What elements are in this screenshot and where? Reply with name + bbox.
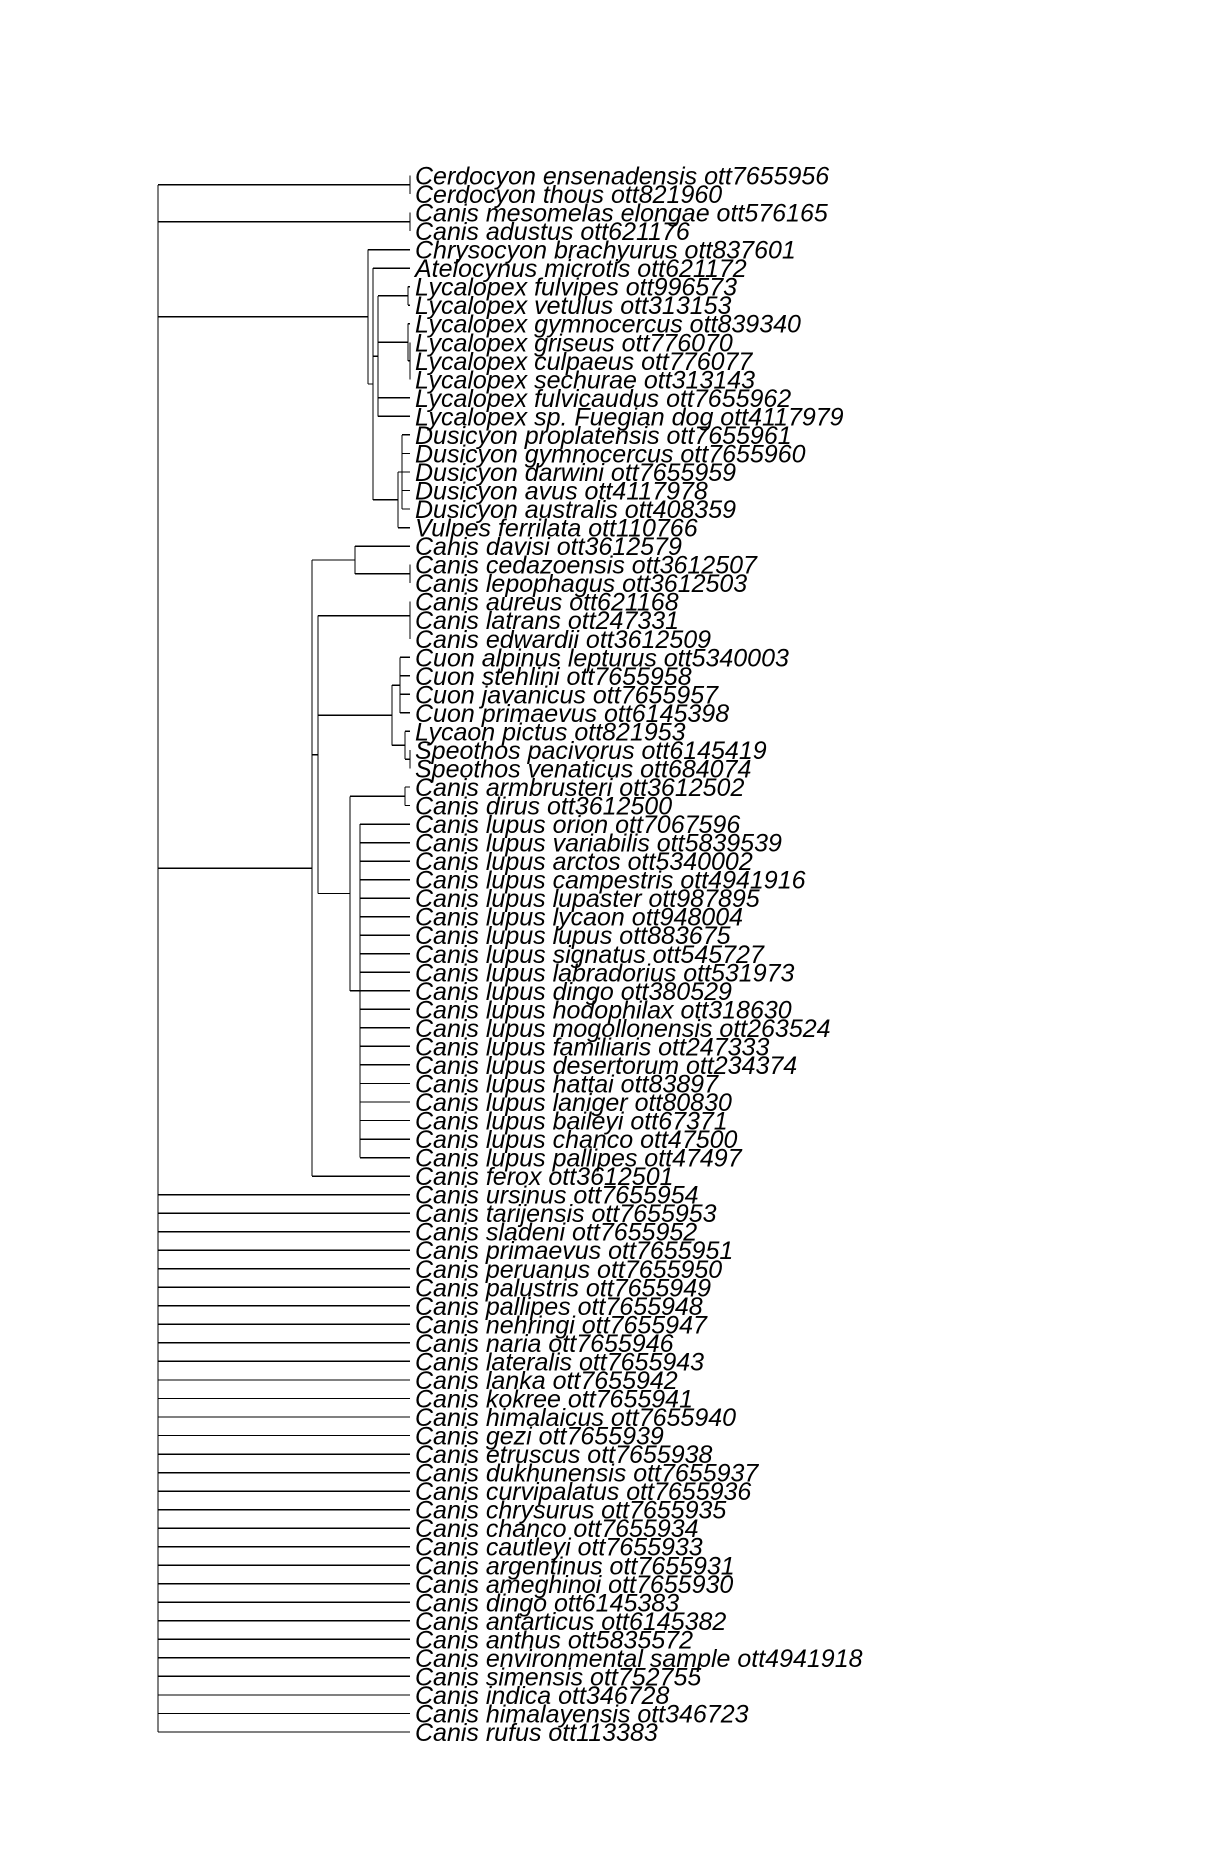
tip-label: Canis chanco ott7655934	[415, 1515, 699, 1543]
tip-label: Canis rufus ott113383	[415, 1719, 658, 1747]
tip-label: Canis edwardii ott3612509	[415, 626, 711, 654]
tip-label: Canis ferox ott3612501	[415, 1163, 674, 1191]
tip-label: Canis lupus pallipes ott47497	[415, 1145, 743, 1173]
tip-label: Canis lupus desertorum ott234374	[415, 1052, 797, 1080]
tip-label: Lycalopex vetulus ott313153	[415, 292, 732, 320]
tip-label: Canis naria ott7655946	[415, 1330, 674, 1358]
tip-label: Canis antarticus ott6145382	[415, 1608, 726, 1636]
tip-label: Canis lupus chanco ott47500	[415, 1126, 738, 1154]
tip-label: Canis peruanus ott7655950	[415, 1256, 722, 1284]
tip-label: Canis lanka ott7655942	[415, 1367, 678, 1395]
tip-label: Dusicyon gymnocercus ott7655960	[415, 440, 806, 468]
tip-label: Canis mesomelas elongae ott576165	[415, 200, 828, 228]
tip-label: Lycalopex griseus ott776070	[415, 329, 733, 357]
tip-label: Dusicyon avus ott4117978	[415, 478, 708, 506]
tip-label: Canis pallipes ott7655948	[415, 1293, 703, 1321]
tip-label: Canis lupus arctos ott5340002	[415, 848, 753, 876]
tip-label: Canis chrysurus ott7655935	[415, 1497, 726, 1525]
tip-label: Canis lupus familiaris ott247333	[415, 1033, 769, 1061]
tip-label: Canis lupus mogollonensis ott263524	[415, 1015, 831, 1043]
tip-label: Speothos venaticus ott684074	[415, 755, 751, 783]
tip-label: Canis lupus dingo ott380529	[415, 978, 732, 1006]
tip-label: Canis cedazoensis ott3612507	[415, 552, 758, 580]
tip-label: Canis lupus hattai ott83897	[415, 1070, 719, 1098]
tip-label: Cerdocyon thous ott821960	[415, 181, 722, 209]
tip-label: Lycalopex sp. Fuegian dog ott4117979	[415, 403, 844, 431]
tip-label: Canis lupus signatus ott545727	[415, 941, 765, 969]
tip-label: Lycalopex fulvipes ott996573	[415, 274, 737, 302]
tip-label: Canis indica ott346728	[415, 1682, 669, 1710]
tip-label: Canis lupus orion ott7067596	[415, 811, 740, 839]
tip-label: Canis lateralis ott7655943	[415, 1348, 704, 1376]
tip-label: Canis lupus campestris ott4941916	[415, 867, 806, 895]
tip-label: Canis lupus lycaon ott948004	[415, 904, 743, 932]
tip-label: Vulpes ferrilata ott110766	[415, 515, 698, 543]
tip-label: Cuon javanicus ott7655957	[415, 681, 719, 709]
tip-label: Canis etruscus ott7655938	[415, 1441, 713, 1469]
tip-label: Dusicyon proplatensis ott7655961	[415, 422, 792, 450]
tip-labels: Cerdocyon ensenadensis ott7655956Cerdocy…	[413, 163, 863, 1748]
tip-label: Canis environmental sample ott4941918	[415, 1645, 863, 1673]
tip-label: Canis lupus labradorius ott531973	[415, 959, 795, 987]
tip-label: Canis armbrusteri ott3612502	[415, 774, 744, 802]
tip-label: Canis dirus ott3612500	[415, 793, 672, 821]
tip-label: Canis dukhunensis ott7655937	[415, 1460, 759, 1488]
tip-label: Canis himalayensis ott346723	[415, 1700, 749, 1728]
tip-label: Canis adustus ott621176	[415, 218, 690, 246]
tip-label: Canis curvipalatus ott7655936	[415, 1478, 751, 1506]
tip-label: Canis ameghinoi ott7655930	[415, 1571, 733, 1599]
tip-label: Canis lupus lupaster ott987895	[415, 885, 760, 913]
tip-label: Canis aureus ott621168	[415, 589, 679, 617]
tip-label: Lycaon pictus ott821953	[415, 718, 686, 746]
tip-label: Canis nehringi ott7655947	[415, 1311, 708, 1339]
tip-label: Canis gezi ott7655939	[415, 1423, 664, 1451]
tip-label: Canis simensis ott752755	[415, 1663, 701, 1691]
tip-label: Lycalopex gymnocercus ott839340	[415, 311, 801, 339]
tip-label: Canis cautleyi ott7655933	[415, 1534, 703, 1562]
tip-label: Dusicyon australis ott408359	[415, 496, 736, 524]
tip-label: Canis lupus hodophilax ott318630	[415, 996, 792, 1024]
tip-label: Cuon alpinus lepturus ott5340003	[415, 644, 789, 672]
tip-label: Canis lupus lupus ott883675	[415, 922, 731, 950]
tip-label: Canis lupus laniger ott80830	[415, 1089, 732, 1117]
tip-label: Canis palustris ott7655949	[415, 1274, 711, 1302]
tip-label: Canis dingo ott6145383	[415, 1589, 679, 1617]
tip-label: Lycalopex fulvicaudus ott7655962	[415, 385, 791, 413]
tip-label: Lycalopex sechurae ott313143	[415, 366, 755, 394]
tip-label: Canis primaevus ott7655951	[415, 1237, 733, 1265]
tip-label: Canis davisi ott3612579	[415, 533, 682, 561]
tip-label: Cuon primaevus ott6145398	[415, 700, 729, 728]
tip-label: Canis sladeni ott7655952	[415, 1219, 697, 1247]
tip-label: Canis tarijensis ott7655953	[415, 1200, 717, 1228]
tip-label: Canis lupus baileyi ott67371	[415, 1108, 728, 1136]
tip-label: Chrysocyon brachyurus ott837601	[415, 237, 796, 265]
tip-label: Canis ursinus ott7655954	[415, 1182, 699, 1210]
tip-label: Lycalopex culpaeus ott776077	[415, 348, 753, 376]
tip-label: Canis lepophagus ott3612503	[415, 570, 747, 598]
tip-label: Canis lupus variabilis ott5839539	[415, 830, 782, 858]
tip-label: Canis anthus ott5835572	[415, 1626, 693, 1654]
tip-label: Cerdocyon ensenadensis ott7655956	[415, 163, 829, 191]
tip-label: Dusicyon darwini ott7655959	[415, 459, 736, 487]
tip-label: Canis argentinus ott7655931	[415, 1552, 735, 1580]
tip-label: Canis latrans ott247331	[415, 607, 679, 635]
tree-branches	[157, 175, 411, 1733]
tip-label: Cuon stehlini ott7655958	[415, 663, 692, 691]
tip-label: Canis kokree ott7655941	[415, 1385, 693, 1413]
tip-label: Speothos pacivorus ott6145419	[415, 737, 767, 765]
tip-label: Atelocynus microtis ott621172	[413, 255, 747, 283]
tip-label: Canis himalaicus ott7655940	[415, 1404, 736, 1432]
